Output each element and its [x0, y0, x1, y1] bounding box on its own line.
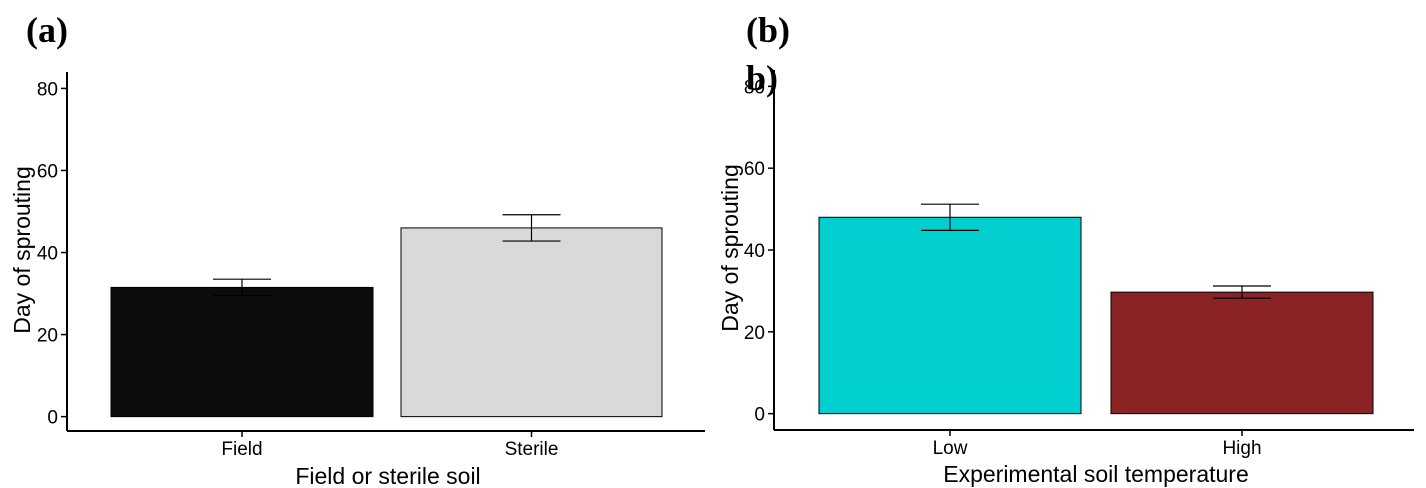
panel-a-x-ticks: Field Sterile	[221, 431, 558, 460]
error-bar-high	[1213, 285, 1271, 299]
y-tick-label: 60	[37, 161, 58, 182]
bar-high	[1110, 291, 1374, 415]
y-tick-label: 40	[744, 241, 765, 262]
x-tick-label: Sterile	[505, 439, 559, 460]
y-tick-label: 40	[37, 244, 58, 265]
y-tick-label: 20	[37, 326, 58, 347]
panel-a-label: (a)	[26, 10, 68, 50]
x-tick-label: Low	[933, 438, 968, 459]
y-tick-label: 60	[744, 159, 765, 180]
panel-a-bars	[110, 227, 663, 418]
panel-b-bars	[818, 216, 1374, 415]
panel-b: (b) 0 20 40 60 80 Low High b) Experimental so…	[717, 10, 1414, 487]
error-bar-field	[213, 278, 271, 297]
y-tick-label: 20	[744, 323, 765, 344]
y-tick-label: 0	[754, 405, 765, 426]
error-bar-low	[921, 203, 979, 231]
panel-b-x-title: Experimental soil temperature	[943, 461, 1249, 487]
panel-b-y-ticks: 0 20 40 60 80	[744, 77, 774, 426]
y-tick-label: 0	[47, 408, 58, 429]
bar-low	[818, 216, 1082, 415]
panel-b-y-title: Day of sprouting	[717, 164, 743, 331]
panel-a-y-title: Day of sprouting	[9, 166, 35, 333]
x-tick-label: High	[1222, 438, 1261, 459]
panel-b-x-ticks: Low High	[933, 430, 1262, 459]
panel-a: (a) 0 20 40 60 80 Field Sterile Field or ster…	[9, 10, 705, 488]
panel-b-label: (b)	[746, 10, 790, 50]
panel-b-error-bars	[921, 203, 1271, 299]
panel-a-error-bars	[213, 214, 561, 297]
error-bar-sterile	[502, 214, 561, 242]
y-tick-label: 80	[37, 79, 58, 100]
y-tick-label: 80	[744, 77, 765, 98]
panel-a-y-ticks: 0 20 40 60 80	[37, 79, 67, 429]
bar-sterile	[400, 227, 663, 418]
panel-b-overlay-label: b)	[746, 58, 778, 98]
panel-a-x-title: Field or sterile soil	[295, 463, 480, 488]
x-tick-label: Field	[221, 439, 262, 460]
bar-field	[110, 286, 374, 418]
